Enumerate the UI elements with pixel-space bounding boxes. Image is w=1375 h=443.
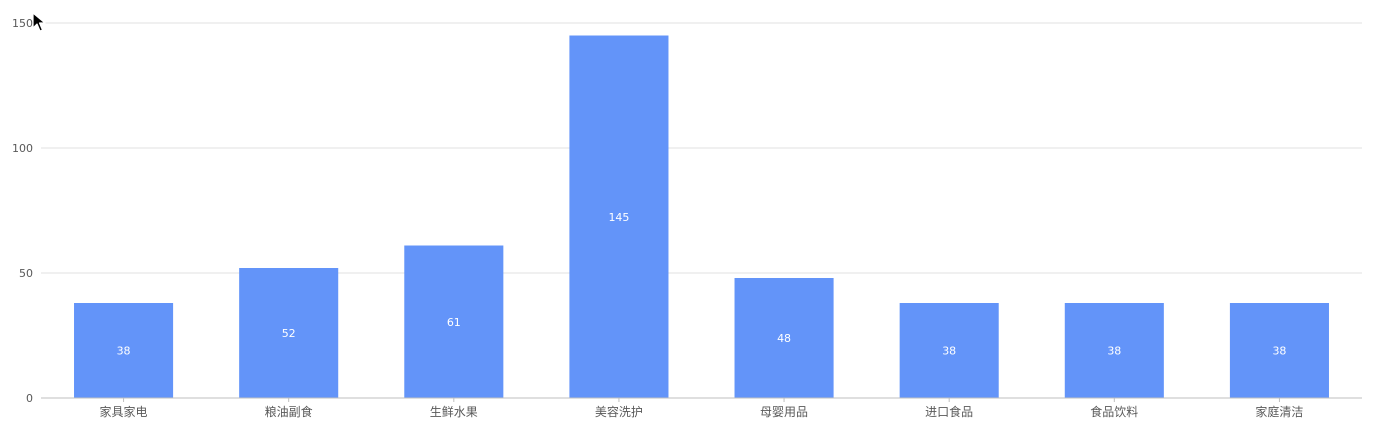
y-tick-label: 150 [12,17,33,30]
data-label: 38 [942,345,956,358]
bar [1064,303,1164,398]
x-tick-label: 家庭清洁 [1255,404,1303,419]
y-tick-label: 50 [19,267,33,280]
data-label: 38 [1272,345,1286,358]
bar [404,245,504,398]
data-label: 61 [447,316,461,329]
x-tick-label: 母婴用品 [760,405,808,419]
bar [734,278,834,398]
mouse-pointer-icon [32,12,46,32]
x-tick-label: 家具家电 [100,404,148,419]
x-tick-label: 食品饮料 [1090,404,1138,419]
data-label: 145 [608,211,629,224]
bar [569,35,669,398]
bar [74,303,174,398]
bar [1229,303,1329,398]
bar [239,268,339,398]
x-tick-label: 粮油副食 [265,404,313,419]
data-label: 48 [777,332,791,345]
x-tick-label: 生鲜水果 [430,405,478,419]
y-tick-label: 0 [26,392,33,405]
x-tick-label: 进口食品 [925,404,973,419]
data-label: 52 [282,327,296,340]
y-tick-label: 100 [12,142,33,155]
bar [899,303,999,398]
data-label: 38 [1107,345,1121,358]
data-label: 38 [117,345,131,358]
x-tick-label: 美容洗护 [595,404,643,419]
